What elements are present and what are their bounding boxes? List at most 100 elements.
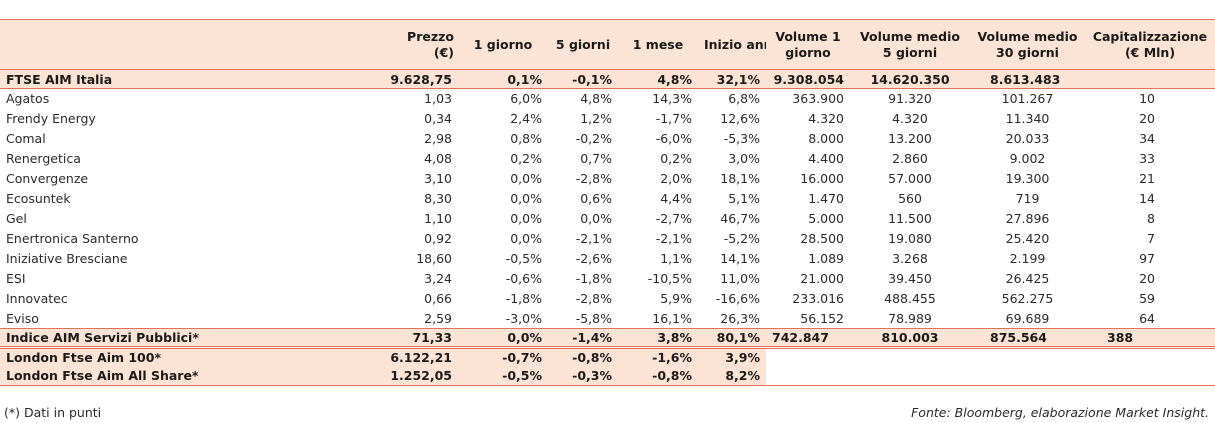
cell-volume-30: 9.002 xyxy=(1009,151,1046,166)
cell-1-mese: -0,8% xyxy=(618,366,698,386)
cell-inizio-anno: 12,6% xyxy=(720,111,760,126)
cell-cap: 7 xyxy=(1147,231,1155,246)
cell-1-giorno: 2,4% xyxy=(510,111,542,126)
cell-volume-30: 25.420 xyxy=(1005,231,1050,246)
cell-volume-5: 19.080 xyxy=(888,231,932,246)
cell-cap: 8 xyxy=(1147,211,1155,226)
cell-1-giorno: 0,0% xyxy=(510,231,542,246)
cell-5-giorni: 4,8% xyxy=(580,91,612,107)
cell-inizio-anno: 11,0% xyxy=(720,271,760,286)
stock-row: Agatos 1,03 6,0% 4,8% 14,3% 6,8% 363.900 91.320… xyxy=(0,89,1215,109)
stock-name: Frendy Energy xyxy=(6,111,96,126)
cell-1-giorno: 0,0% xyxy=(510,171,542,186)
stock-row: Enertronica Santerno 0,92 0,0% -2,1% -2,1% -5… xyxy=(0,229,1215,249)
cell-5-giorni: -1,4% xyxy=(548,328,618,348)
header-volume-medio-30: Volume medio 30 giorni xyxy=(970,19,1085,70)
cell-cap: 21 xyxy=(1139,171,1155,186)
cell-1-mese: 4,4% xyxy=(660,191,692,206)
cell-5-giorni: -5,8% xyxy=(548,308,618,329)
header-volume-1-giorno: Volume 1 giorno xyxy=(766,19,850,70)
cell-volume-1: 4.400 xyxy=(808,151,844,166)
header-1-giorno: 1 giorno xyxy=(458,19,548,70)
cell-prezzo: 3,10 xyxy=(424,171,452,186)
cell-prezzo: 0,34 xyxy=(424,111,452,126)
cell-volume-30: 20.033 xyxy=(1005,131,1050,146)
cell-cap xyxy=(1085,346,1215,367)
cell-volume-1: 21.000 xyxy=(800,271,844,286)
stock-name: Convergenze xyxy=(6,171,89,186)
stock-name: Renergetica xyxy=(6,151,81,166)
cell-5-giorni: -0,1% xyxy=(548,69,618,89)
cell-volume-5: 39.450 xyxy=(888,271,932,286)
stock-row: Eviso 2,59 -3,0% -5,8% 16,1% 26,3% 56.152 78.98… xyxy=(0,308,1215,329)
cell-volume-30: 8.613.483 xyxy=(970,69,1085,89)
cell-cap: 97 xyxy=(1139,251,1155,266)
indice-aim-servizi-row: Indice AIM Servizi Pubblici* 71,33 0,0% -1,… xyxy=(0,328,1215,348)
cell-volume-5: 91.320 xyxy=(888,91,932,107)
cell-1-mese: -2,7% xyxy=(655,211,692,226)
header-prezzo: Prezzo (€) xyxy=(375,19,458,70)
index-name: London Ftse Aim 100* xyxy=(0,346,375,367)
cell-1-mese: -1,7% xyxy=(655,111,692,126)
stock-name: Enertronica Santerno xyxy=(6,231,139,246)
cell-volume-5: 11.500 xyxy=(888,211,932,226)
cell-volume-5: 13.200 xyxy=(888,131,932,146)
cell-inizio-anno: 32,1% xyxy=(698,69,766,89)
cell-inizio-anno: -5,2% xyxy=(723,231,760,246)
cell-volume-30: 11.340 xyxy=(1005,111,1050,126)
cell-1-giorno: -1,8% xyxy=(505,291,542,306)
stock-name: Eviso xyxy=(0,308,375,329)
cell-volume-30 xyxy=(970,366,1085,386)
cell-cap xyxy=(1085,366,1215,386)
cell-inizio-anno: 14,1% xyxy=(720,251,760,266)
cell-inizio-anno: 5,1% xyxy=(728,191,760,206)
cell-inizio-anno: 80,1% xyxy=(698,328,766,348)
cell-1-mese: 2,0% xyxy=(660,171,692,186)
cell-prezzo: 3,24 xyxy=(424,271,452,286)
cell-prezzo: 2,98 xyxy=(424,131,452,146)
stock-name: Innovatec xyxy=(6,291,68,306)
cell-inizio-anno: 3,9% xyxy=(698,346,766,367)
cell-volume-30: 562.275 xyxy=(1001,291,1054,306)
cell-volume-30: 875.564 xyxy=(970,328,1085,348)
cell-1-giorno: -0,5% xyxy=(458,366,548,386)
cell-volume-5 xyxy=(850,346,970,367)
cell-volume-30: 27.896 xyxy=(1005,211,1050,226)
cell-volume-1: 1.470 xyxy=(808,191,844,206)
cell-inizio-anno: 18,1% xyxy=(720,171,760,186)
cell-5-giorni: 0,0% xyxy=(580,211,612,226)
cell-inizio-anno: 46,7% xyxy=(720,211,760,226)
source-note: Fonte: Bloomberg, elaborazione Market In… xyxy=(911,405,1209,420)
cell-inizio-anno: 8,2% xyxy=(698,366,766,386)
stock-name: ESI xyxy=(6,271,26,286)
cell-cap: 64 xyxy=(1085,308,1215,329)
cell-cap: 20 xyxy=(1139,271,1155,286)
cell-cap: 10 xyxy=(1139,91,1155,107)
cell-prezzo: 4,08 xyxy=(424,151,452,166)
cell-5-giorni: -2,6% xyxy=(575,251,612,266)
cell-prezzo: 0,92 xyxy=(424,231,452,246)
cell-1-giorno: 0,0% xyxy=(510,211,542,226)
stock-name: Gel xyxy=(6,211,27,226)
cell-1-mese: 0,2% xyxy=(660,151,692,166)
cell-volume-1: 8.000 xyxy=(808,131,844,146)
cell-volume-5: 810.003 xyxy=(850,328,970,348)
cell-prezzo: 2,59 xyxy=(375,308,458,329)
london-index-row: London Ftse Aim 100* 6.122,21 -0,7% -0,8% -1… xyxy=(0,346,1215,367)
cell-5-giorni: -2,8% xyxy=(575,291,612,306)
cell-5-giorni: -0,3% xyxy=(548,366,618,386)
cell-cap: 33 xyxy=(1139,151,1155,166)
cell-5-giorni: -1,8% xyxy=(575,271,612,286)
cell-inizio-anno: 6,8% xyxy=(728,91,760,107)
cell-1-giorno: 0,8% xyxy=(510,131,542,146)
cell-1-giorno: 0,0% xyxy=(458,328,548,348)
cell-volume-5: 57.000 xyxy=(888,171,932,186)
cell-1-giorno: 0,1% xyxy=(458,69,548,89)
cell-volume-1: 742.847 xyxy=(766,328,850,348)
cell-1-giorno: -0,6% xyxy=(505,271,542,286)
cell-volume-30: 26.425 xyxy=(1005,271,1050,286)
stock-row: Iniziative Bresciane 18,60 -0,5% -2,6% 1,1% 1… xyxy=(0,249,1215,269)
cell-volume-5: 3.268 xyxy=(892,251,928,266)
stock-name: Iniziative Bresciane xyxy=(6,251,128,266)
